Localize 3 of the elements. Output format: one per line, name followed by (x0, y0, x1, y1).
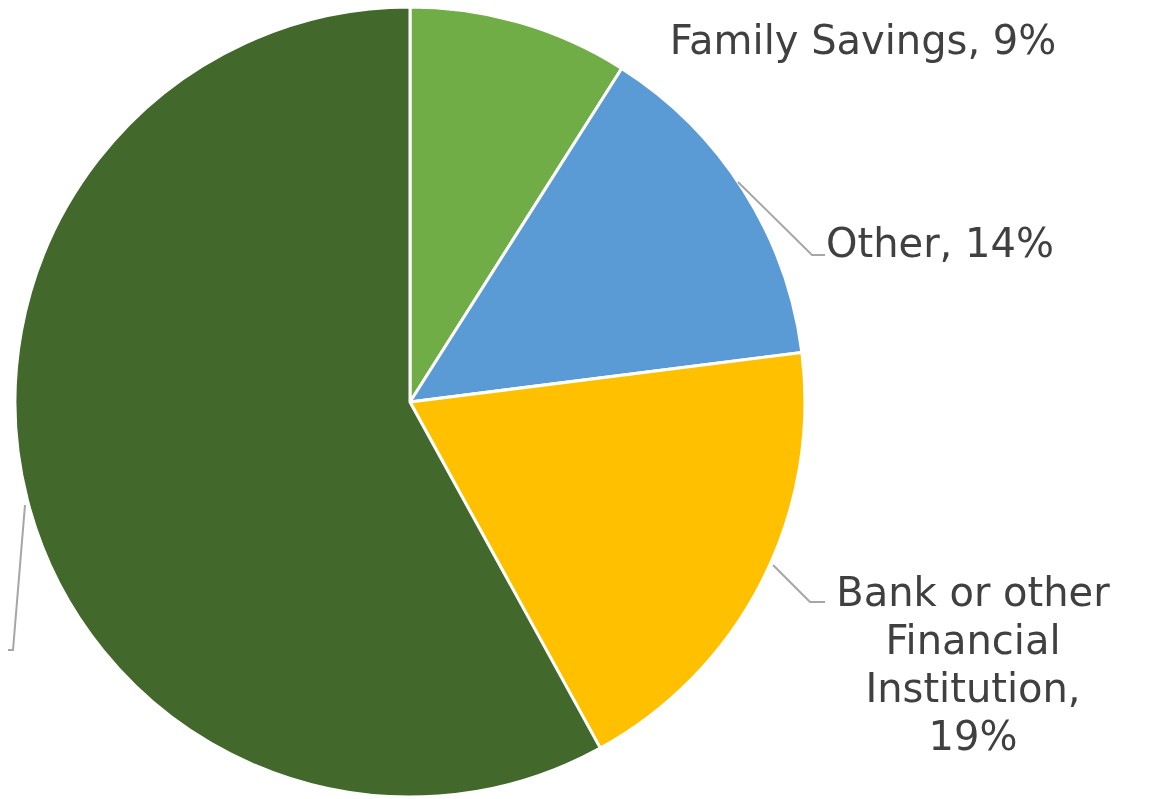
slice-label: Bank or other Financial Institution, 19% (836, 569, 1111, 759)
slice-label: Family Savings, 9% (669, 17, 1057, 63)
slice-label: Other, 14% (826, 220, 1054, 266)
